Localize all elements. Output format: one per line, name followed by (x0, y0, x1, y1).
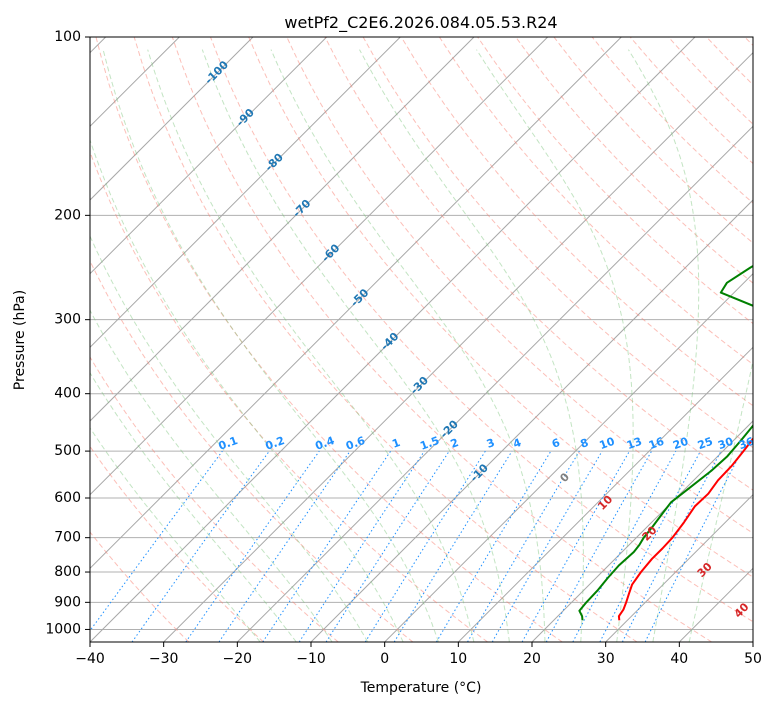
dry-adiabat-line (90, 356, 339, 642)
profiles (578, 264, 753, 621)
mixing-ratio-line (218, 450, 351, 642)
mixing-ratio-label: 30 (716, 435, 735, 453)
mixing-ratio-line (298, 450, 425, 642)
mixing-ratio-line (644, 450, 743, 642)
x-tick-label: 20 (523, 651, 541, 667)
moist-adiabat-line (688, 358, 753, 642)
x-tick-label: 40 (670, 651, 688, 667)
dry-adiabat-line (438, 37, 753, 366)
dry-adiabat-line (90, 259, 414, 642)
mixing-ratio-line (572, 450, 677, 642)
y-axis-ticks: 100 200 300 400 500 600 700 800 900 1000 (45, 29, 90, 637)
y-tick-label: 300 (54, 312, 81, 328)
y-tick-label: 800 (54, 564, 81, 580)
mixing-ratio-line (325, 450, 450, 642)
mixing-ratio-line (131, 450, 270, 642)
mixing-ratio-line (545, 450, 653, 642)
isotherm-line (236, 125, 753, 642)
dewpoint-profile (578, 264, 753, 621)
moist-adiabat-line (627, 49, 700, 642)
mixing-ratio-label: 0.4 (313, 434, 336, 453)
y-tick-label: 500 (54, 443, 81, 459)
chart-title: wetPf2_C2E6.2026.084.05.53.R24 (284, 13, 557, 33)
isotherm-line (90, 37, 328, 275)
x-tick-label: −10 (296, 651, 326, 667)
y-tick-label: 400 (54, 386, 81, 402)
mixing-ratio-label: 36 (737, 435, 756, 453)
x-tick-label: 30 (597, 651, 615, 667)
y-tick-label: 1000 (45, 621, 81, 637)
moist-adiabat-line (90, 234, 369, 642)
y-tick-label: 600 (54, 490, 81, 506)
temperature-profile (617, 437, 753, 621)
moist-adiabat-line (476, 49, 634, 642)
x-tick-label: −30 (149, 651, 179, 667)
x-tick-label: 10 (449, 651, 467, 667)
isotherm-line (90, 37, 696, 642)
x-tick-label: −20 (223, 651, 253, 667)
mixing-ratio-label: 13 (625, 435, 644, 452)
y-tick-label: 700 (54, 530, 81, 546)
isotherm-line (90, 37, 549, 496)
dry-adiabat-line (90, 531, 190, 642)
mixing-ratio-label: 0.2 (264, 434, 287, 453)
mixing-ratio-label: 3 (485, 436, 497, 451)
isotherm-line (90, 37, 475, 422)
mixing-ratio-line (262, 450, 392, 642)
moist-adiabat-line (201, 49, 510, 642)
dry-adiabat-line (515, 37, 753, 284)
isotherm-line (384, 272, 753, 642)
y-tick-label: 200 (54, 207, 81, 223)
mixing-ratio-label: 10 (598, 435, 617, 453)
dry-adiabat-line (324, 37, 753, 491)
mixing-ratio-line (393, 450, 513, 642)
mixing-ratio-label: 6 (550, 436, 562, 451)
moist-adiabat-line (102, 49, 439, 642)
isotherm-line (90, 37, 622, 570)
x-tick-label: 50 (744, 651, 762, 667)
mixing-ratio-label: 16 (647, 435, 666, 453)
x-axis-ticks: −40 −30 −20 −10 0 10 20 30 40 50 (75, 642, 762, 667)
isotherm-line (605, 493, 753, 642)
x-axis-label: Temperature (°C) (360, 680, 482, 696)
mixing-ratio-label: 1.5 (418, 434, 441, 453)
mixing-ratio-label: 0.1 (217, 434, 240, 453)
mixing-ratio-line (185, 450, 320, 642)
isotherm-line (90, 37, 401, 349)
moist-adiabat-line (90, 138, 404, 642)
mixing-ratio-label: 20 (671, 435, 690, 453)
dry-adiabat-line (248, 37, 753, 578)
plot-frame (89, 36, 754, 643)
dry-adiabat-line (400, 37, 753, 407)
isotherm-line (90, 37, 254, 201)
dry-adiabat-line (90, 445, 264, 642)
mixing-ratio-line (90, 450, 223, 632)
dry-adiabat-line (210, 37, 753, 623)
x-tick-label: 0 (380, 651, 389, 667)
mixing-ratio-label: 1 (390, 436, 402, 451)
mixing-ratio-label: 8 (579, 436, 591, 451)
dry-adiabat-line (90, 150, 488, 642)
mixing-ratio-line (521, 450, 630, 642)
moist-adiabat-line (90, 309, 333, 642)
mixing-ratio-label: 25 (696, 435, 715, 452)
dry-adiabat-line (171, 37, 712, 642)
moist-adiabat-line (270, 49, 546, 642)
mixing-ratio-label: 0.6 (344, 434, 367, 453)
moist-adiabat-line (147, 49, 475, 642)
dry-adiabat-line (95, 37, 563, 642)
background-lines (90, 37, 753, 642)
dry-adiabat-line (133, 37, 638, 642)
y-axis-label: Pressure (hPa) (12, 290, 28, 390)
mixing-ratio-label: 4 (511, 436, 523, 451)
y-tick-label: 100 (54, 29, 81, 45)
mixing-ratio-label: 2 (449, 436, 461, 451)
y-tick-label: 900 (54, 594, 81, 610)
isotherm-line (163, 51, 753, 642)
isotherm-line (531, 420, 753, 642)
x-tick-label: −40 (75, 651, 105, 667)
isotherm-line (457, 346, 753, 642)
